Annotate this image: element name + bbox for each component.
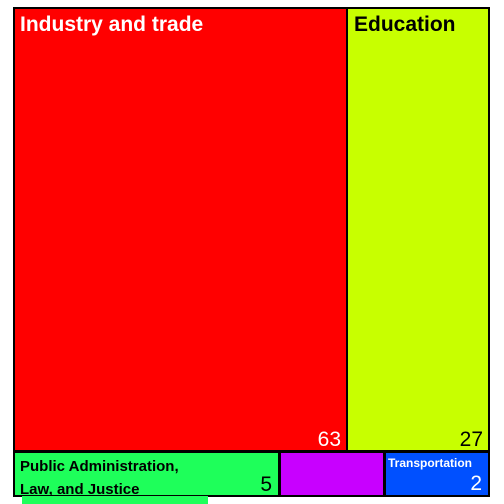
tile-public-administration: Public Administration, Law, and Justice … [13, 451, 280, 498]
tile-value-industry-and-trade: 63 [318, 428, 341, 451]
tile-label-education: Education [354, 13, 456, 36]
tile-rect-education [346, 7, 490, 452]
tile-education: Education 27 [346, 7, 490, 452]
tile-rect-unlabeled [279, 451, 385, 497]
tile-value-public-administration: 5 [260, 473, 272, 496]
tile-label-industry-and-trade: Industry and trade [20, 13, 203, 36]
tile-transportation: Transportation 2 [384, 451, 490, 497]
tile-label-public-administration-line-1: Public Administration, [20, 458, 179, 475]
tile-label-transportation: Transportation [388, 456, 472, 470]
tile-label-public-administration: Public Administration, Law, and Justice [20, 458, 183, 498]
tile-industry-and-trade: Industry and trade 63 [13, 7, 348, 452]
tile-rect-industry-and-trade [13, 7, 348, 452]
tile-rect-transportation [384, 451, 490, 497]
tile-label-public-administration-line-2: Law, and Justice [20, 481, 139, 498]
tile-value-education: 27 [460, 428, 483, 451]
tile-value-transportation: 2 [470, 472, 482, 495]
tile-rect-public-administration [13, 451, 280, 497]
tile-unlabeled [279, 451, 385, 497]
tile-sliver-bottom [22, 496, 208, 504]
